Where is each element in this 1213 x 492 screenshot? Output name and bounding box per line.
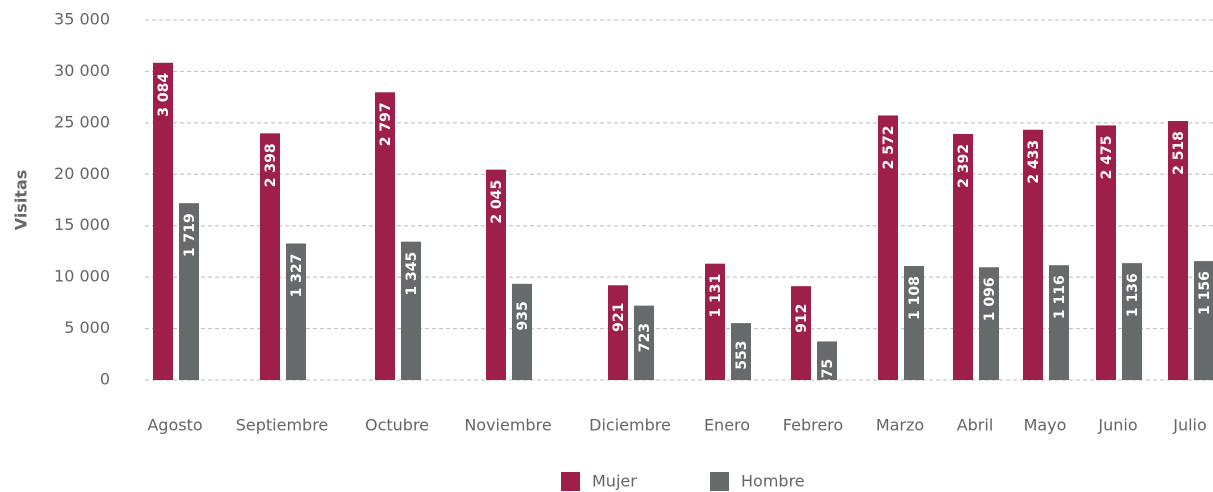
bar	[791, 286, 811, 380]
value-label: 2 518	[1171, 131, 1187, 175]
value-label: 1 108	[907, 276, 923, 320]
y-tick-label: 10 000	[54, 267, 110, 286]
bar	[1049, 265, 1069, 380]
legend-swatch	[710, 472, 729, 491]
value-label: 2 045	[489, 180, 505, 224]
bar	[1096, 125, 1116, 380]
value-label: 1 096	[982, 277, 998, 321]
value-label: 2 797	[378, 102, 394, 146]
value-label: 2 572	[881, 126, 897, 170]
value-label: 912	[794, 304, 810, 333]
y-tick-label: 15 000	[54, 215, 110, 234]
bar	[1122, 263, 1142, 380]
value-label: 1 327	[289, 254, 305, 298]
y-tick-label: 25 000	[54, 112, 110, 131]
y-tick-label: 20 000	[54, 164, 110, 183]
value-label: 1 131	[708, 274, 724, 318]
bar	[486, 169, 506, 380]
y-axis-label: Visitas	[12, 170, 31, 231]
y-tick-label: 35 000	[54, 10, 110, 29]
value-label: 3 084	[156, 73, 172, 117]
value-label: 1 156	[1197, 271, 1213, 315]
value-label: 2 433	[1026, 140, 1042, 184]
legend-label: Hombre	[741, 472, 805, 491]
bar	[512, 283, 532, 380]
bar	[817, 341, 837, 380]
bar	[731, 323, 751, 380]
bar	[1023, 129, 1043, 380]
y-tick-label: 0	[100, 370, 110, 389]
bar	[979, 267, 999, 380]
bar	[1168, 121, 1188, 381]
bar	[375, 92, 395, 381]
bar	[904, 266, 924, 380]
value-label: 921	[611, 303, 627, 332]
bar	[286, 243, 306, 380]
value-label: 2 392	[956, 144, 972, 188]
value-label: 553	[734, 341, 750, 370]
value-label: 1 116	[1052, 275, 1068, 319]
value-label: 1 345	[404, 252, 420, 296]
bar	[153, 62, 173, 380]
bar	[1194, 261, 1213, 380]
x-tick-label: Agosto	[147, 416, 202, 435]
x-tick-label: Marzo	[876, 416, 924, 435]
value-label: 723	[637, 323, 653, 352]
x-tick-label: Enero	[704, 416, 750, 435]
x-tick-label: Septiembre	[236, 416, 329, 435]
y-tick-label: 30 000	[54, 61, 110, 80]
bar	[878, 115, 898, 381]
x-tick-label: Febrero	[783, 416, 843, 435]
x-tick-label: Mayo	[1024, 416, 1067, 435]
bar	[705, 263, 725, 380]
bar	[260, 133, 280, 380]
value-label: 1 136	[1125, 273, 1141, 317]
bar	[608, 285, 628, 380]
value-label: 2 398	[263, 143, 279, 187]
value-label: 1 719	[182, 213, 198, 257]
bar	[953, 133, 973, 380]
x-tick-label: Diciembre	[589, 416, 671, 435]
value-label: 2 475	[1099, 136, 1115, 180]
bar	[634, 305, 654, 380]
x-tick-label: Noviembre	[464, 416, 551, 435]
legend-swatch	[561, 472, 580, 491]
x-tick-label: Junio	[1097, 416, 1137, 435]
x-tick-label: Octubre	[365, 416, 429, 435]
y-tick-label: 5 000	[64, 318, 110, 337]
bar	[401, 241, 421, 380]
legend-label: Mujer	[592, 472, 637, 491]
value-label: 375	[820, 359, 836, 388]
value-label: 935	[515, 301, 531, 330]
bar	[179, 203, 199, 380]
x-tick-label: Abril	[957, 416, 994, 435]
x-tick-label: Julio	[1172, 416, 1207, 435]
